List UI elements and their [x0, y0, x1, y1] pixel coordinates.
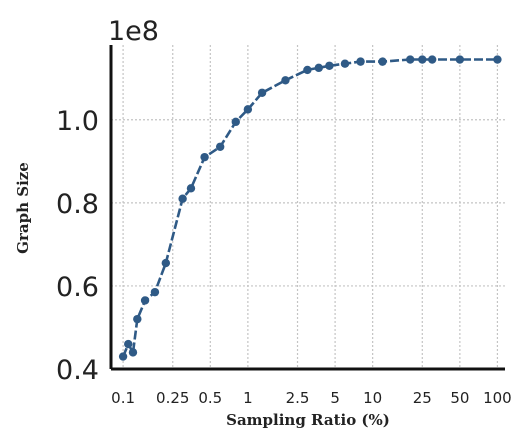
data-point — [231, 117, 240, 127]
series-line — [121, 58, 498, 358]
data-point — [325, 61, 334, 70]
data-point — [186, 184, 196, 193]
data-point — [140, 296, 150, 305]
x-tick-label: 5 — [330, 389, 340, 407]
data-point — [427, 55, 437, 64]
data-point — [200, 152, 209, 162]
data-point — [340, 59, 350, 68]
x-axis-label: Sampling Ratio (%) — [226, 411, 390, 429]
data-point — [406, 55, 415, 64]
x-tick-label: 0.1 — [111, 389, 135, 407]
data-point — [215, 142, 225, 151]
x-tick-label: 0.5 — [198, 389, 222, 407]
x-tick-label: 1 — [243, 389, 253, 407]
x-tick-label: 50 — [450, 389, 469, 407]
x-tick-label: 2.5 — [286, 389, 310, 407]
data-point — [418, 55, 427, 64]
data-point — [303, 65, 312, 75]
data-point — [356, 57, 365, 66]
data-point — [133, 314, 142, 324]
data-point — [128, 348, 138, 357]
data-point — [118, 352, 128, 361]
y-tick-label: 0.4 — [56, 355, 99, 386]
x-tick-label: 25 — [413, 389, 432, 407]
data-point — [161, 258, 171, 268]
y-tick-label: 0.8 — [56, 189, 99, 220]
data-point — [257, 88, 267, 97]
x-tick-labels: 0.1 0.25 0.5 1 2.5 5 10 25 50 100 — [111, 389, 512, 407]
data-point — [281, 76, 290, 85]
series-layer — [118, 55, 502, 361]
axis-layer — [109, 45, 505, 371]
data-point — [150, 287, 160, 297]
data-point — [314, 63, 323, 73]
data-point — [455, 55, 465, 64]
grid-layer — [111, 45, 505, 370]
data-point — [124, 339, 133, 349]
data-point — [378, 57, 387, 66]
y-tick-label: 0.6 — [56, 272, 99, 303]
x-tick-label: 10 — [363, 389, 382, 407]
y-tick-labels: 0.4 0.6 0.8 1.0 — [56, 106, 99, 386]
y-tick-label: 1.0 — [56, 106, 99, 137]
data-point — [493, 55, 502, 64]
data-point — [178, 194, 187, 203]
y-offset-label: 1e8 — [108, 16, 159, 47]
x-tick-label: 0.25 — [156, 389, 189, 407]
x-tick-label: 100 — [483, 389, 512, 407]
y-axis-label: Graph Size — [14, 162, 32, 254]
data-point — [243, 105, 253, 114]
